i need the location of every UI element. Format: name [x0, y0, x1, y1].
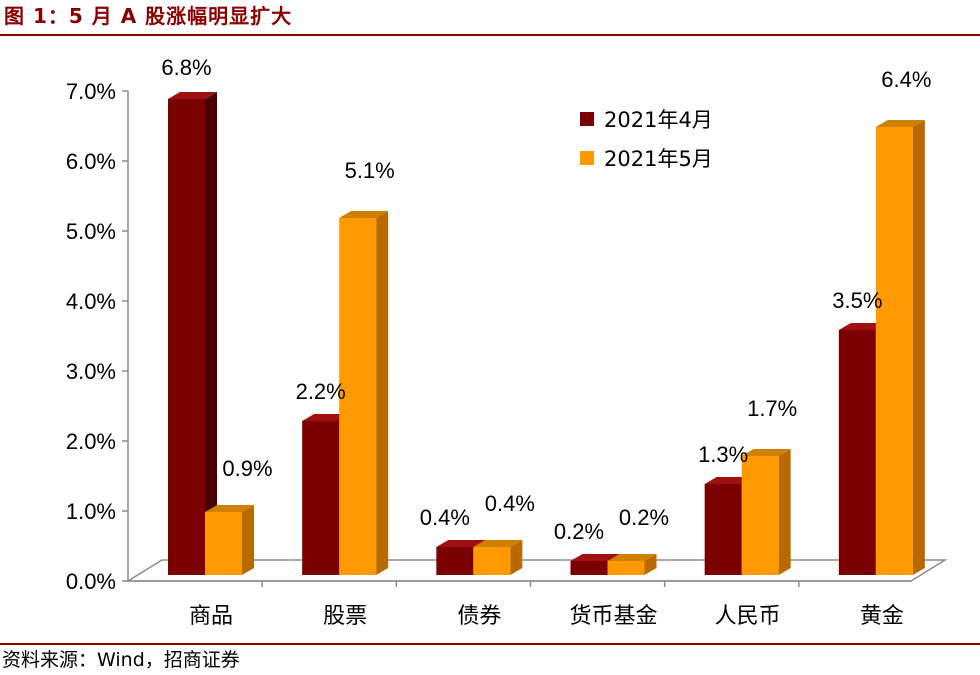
bar-top: [339, 211, 389, 218]
bar-front: [302, 421, 340, 575]
legend-label-0: 2021年4月: [604, 108, 713, 132]
bar-side: [778, 449, 791, 575]
bar-side: [376, 211, 389, 575]
data-label: 0.9%: [222, 456, 272, 481]
y-tick-label: 2.0%: [66, 429, 116, 454]
bar-side: [205, 92, 217, 575]
bar-front: [570, 561, 608, 575]
bar-apr-0: [168, 92, 217, 575]
bar-top: [607, 554, 657, 561]
y-tick-label: 0.0%: [66, 569, 116, 594]
x-category-label: 商品: [189, 604, 233, 629]
x-category-label: 股票: [323, 604, 367, 629]
bar-front: [168, 99, 205, 575]
bar-side: [242, 505, 254, 575]
bar-front: [704, 484, 742, 575]
bar-front: [741, 456, 779, 575]
data-label: 6.8%: [161, 55, 211, 80]
bar-front: [607, 561, 645, 575]
source-rule: [0, 643, 980, 645]
bar-may-4: [741, 449, 791, 575]
data-label: 0.2%: [619, 505, 669, 530]
x-category-label: 债券: [457, 604, 501, 629]
bar-top: [205, 505, 254, 512]
y-tick-label: 3.0%: [66, 359, 116, 384]
bar-front: [473, 547, 511, 575]
source-note: 资料来源：Wind，招商证券: [2, 649, 240, 671]
title-rule: [0, 34, 980, 36]
bar-top: [570, 554, 620, 561]
bar-side: [510, 540, 523, 575]
data-label: 1.7%: [747, 396, 797, 421]
y-tick-label: 4.0%: [66, 289, 116, 314]
bar-front: [436, 547, 474, 575]
bar-top: [302, 414, 352, 421]
bar-top: [436, 540, 486, 547]
y-tick-label: 5.0%: [66, 219, 116, 244]
x-category-label: 人民币: [715, 604, 781, 629]
legend-swatch-0: [580, 112, 594, 126]
bar-top: [168, 92, 217, 99]
y-tick-label: 6.0%: [66, 149, 116, 174]
data-label: 0.2%: [554, 519, 604, 544]
data-label: 0.4%: [420, 505, 470, 530]
data-label: 1.3%: [698, 442, 748, 467]
x-category-label: 黄金: [860, 604, 904, 629]
y-tick-label: 1.0%: [66, 499, 116, 524]
bar-side: [912, 120, 925, 575]
legend-label-1: 2021年5月: [604, 147, 713, 171]
bar-top: [704, 477, 754, 484]
data-label: 0.4%: [485, 491, 535, 516]
data-label: 6.4%: [881, 67, 931, 92]
bar-may-0: [205, 505, 254, 575]
data-label: 3.5%: [832, 288, 882, 313]
y-tick-label: 7.0%: [66, 79, 116, 104]
bar-front: [875, 127, 913, 575]
bar-top: [741, 449, 791, 456]
legend-swatch-1: [580, 151, 594, 165]
data-label: 2.2%: [296, 379, 346, 404]
bar-may-5: [875, 120, 925, 575]
bar-front: [838, 330, 876, 575]
data-label: 5.1%: [345, 158, 395, 183]
figure-title: 图 1：5 月 A 股涨幅明显扩大: [4, 4, 293, 28]
bar-may-1: [339, 211, 389, 575]
x-category-label: 货币基金: [569, 604, 657, 629]
bar-front: [339, 218, 377, 575]
bar-top: [838, 323, 888, 330]
bar-front: [205, 512, 242, 575]
bar-top: [473, 540, 523, 547]
bar-top: [875, 120, 925, 127]
bar-may-3: [607, 554, 657, 575]
bar-chart: 0.0% 1.0% 2.0% 3.0% 4.0% 5.0% 6.0% 7.0% 6.8% 0.9…: [66, 55, 948, 629]
bar-may-2: [473, 540, 523, 575]
